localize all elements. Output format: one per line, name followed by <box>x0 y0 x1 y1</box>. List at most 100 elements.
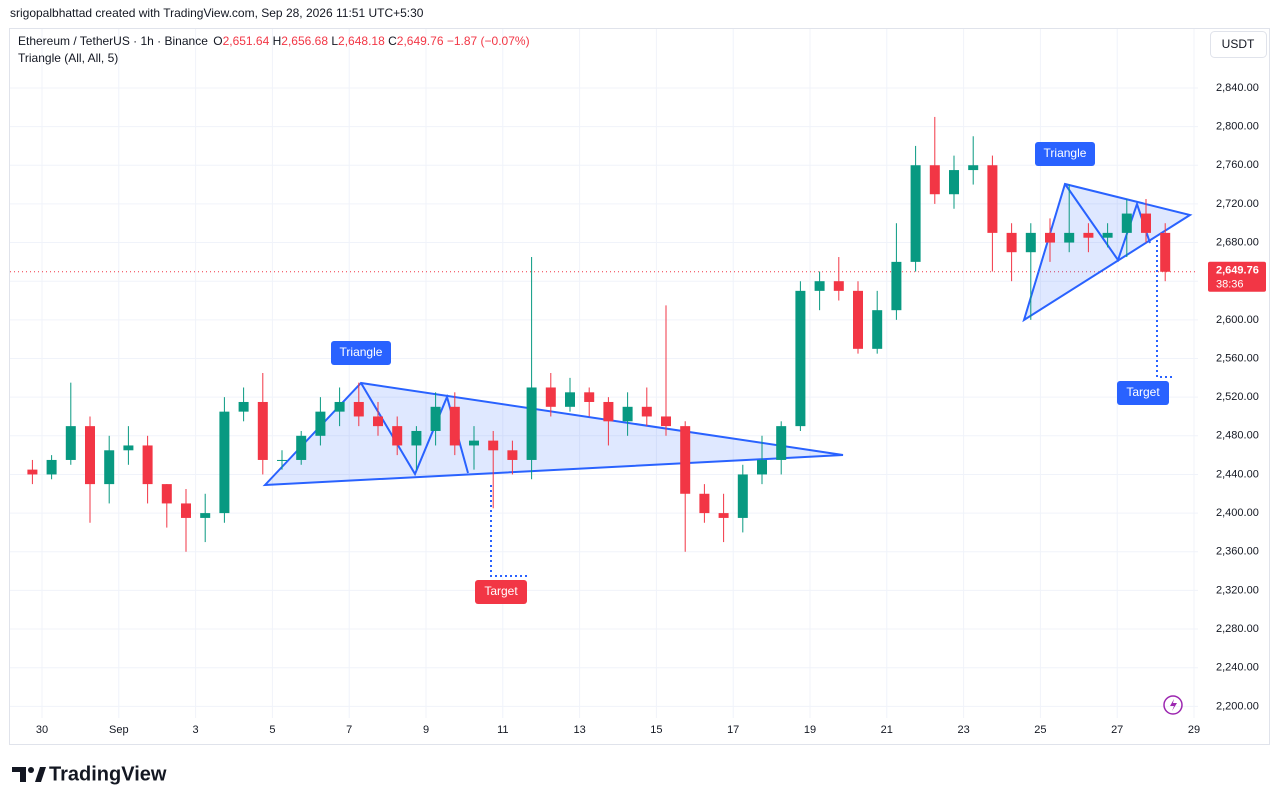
y-tick-label: 2,800.00 <box>1216 120 1259 132</box>
candle-body <box>718 513 729 518</box>
x-tick-label: 11 <box>497 724 508 736</box>
ohlc-value: 2,656.68 <box>281 34 328 48</box>
candle-body <box>353 401 364 417</box>
candle-body <box>392 426 403 446</box>
candle-body <box>603 401 614 422</box>
candle-body <box>296 435 307 460</box>
target-line <box>490 485 530 577</box>
candle-body <box>526 387 537 460</box>
x-tick-label: 25 <box>1034 724 1046 736</box>
candle-body <box>449 406 460 446</box>
ohlc-value: 2,649.76 <box>397 34 444 48</box>
watermark: srigopalbhattad created with TradingView… <box>10 6 424 20</box>
last-price-label: 2,649.76 <box>1216 265 1259 277</box>
candle-body <box>161 484 172 504</box>
indicator-name: Triangle (All, All, 5) <box>18 51 118 65</box>
candle-body <box>1006 232 1017 253</box>
candle-body <box>257 401 268 460</box>
annotation-label: Triangle <box>340 345 383 359</box>
time-axis: 30 Sep 3 5 7 9 11 13 15 17 19 21 23 25 27 29 <box>36 724 1200 736</box>
currency[interactable]: USDT <box>1222 37 1255 51</box>
y-tick-label: 2,520.00 <box>1216 391 1259 403</box>
candle-body <box>104 450 115 485</box>
target-line <box>1156 240 1173 378</box>
candle-body <box>373 416 383 427</box>
candle-body <box>853 290 863 349</box>
logo-mark <box>28 767 34 773</box>
candle-body <box>968 165 979 171</box>
triangle-pattern <box>262 381 844 487</box>
candle-body <box>123 445 134 451</box>
y-tick-label: 2,560.00 <box>1216 352 1259 364</box>
y-tick-label: 2,600.00 <box>1216 314 1259 326</box>
ohlc-key: O <box>213 34 222 48</box>
y-tick-label: 2,200.00 <box>1216 700 1259 712</box>
label-box <box>1035 142 1095 166</box>
alert-icon[interactable] <box>1163 695 1183 715</box>
candle-body <box>488 440 499 451</box>
candle-body <box>565 392 575 407</box>
candle-body <box>1102 232 1113 238</box>
candle-body <box>680 426 691 494</box>
candle-body <box>1141 213 1151 233</box>
annotation-label: Target <box>484 584 518 598</box>
candle-body <box>795 290 806 427</box>
candle-body <box>1160 232 1171 272</box>
candle-body <box>910 165 921 262</box>
candle-body <box>872 310 883 349</box>
x-tick-label: Sep <box>109 724 129 736</box>
ohlc-key: L <box>331 34 338 48</box>
candle-body <box>1064 232 1075 243</box>
candle-body <box>987 165 998 233</box>
x-tick-label: 19 <box>804 724 816 736</box>
candle-body <box>776 426 787 460</box>
label-box <box>475 580 527 604</box>
x-tick-label: 23 <box>957 724 969 736</box>
label-box <box>331 341 391 365</box>
x-tick-label: 9 <box>423 724 429 736</box>
y-tick-label: 2,240.00 <box>1216 662 1259 674</box>
candle-body <box>1045 232 1055 243</box>
annotation-label: Target <box>1126 385 1160 399</box>
annotation-label: Triangle <box>1044 146 1087 160</box>
x-tick-label: 15 <box>650 724 662 736</box>
candle-body <box>200 513 211 518</box>
alert-bolt <box>1170 699 1177 711</box>
y-tick-label: 2,680.00 <box>1216 236 1259 248</box>
candle-body <box>65 426 76 460</box>
candle-body <box>334 401 345 412</box>
currency-button[interactable] <box>1210 31 1267 58</box>
candle-body <box>814 281 825 291</box>
candle-body <box>181 503 191 518</box>
brand: TradingView <box>49 763 167 785</box>
candle-body <box>411 430 422 446</box>
x-tick-label: 7 <box>346 724 352 736</box>
candle-body <box>277 459 287 461</box>
candle-body <box>315 411 326 436</box>
y-tick-label: 2,760.00 <box>1216 159 1259 171</box>
y-tick-label: 2,440.00 <box>1216 468 1259 480</box>
candle-body <box>949 170 959 195</box>
candle-body <box>46 459 57 475</box>
y-tick-label: 2,720.00 <box>1216 198 1259 210</box>
x-tick-label: 30 <box>36 724 48 736</box>
candle-body <box>661 416 671 427</box>
candle-body <box>641 406 652 417</box>
candle-body <box>469 440 479 446</box>
price-axis: 2,200.00 2,240.00 2,280.00 2,320.00 2,360.00… <box>1208 82 1266 712</box>
x-tick-label: 3 <box>193 724 199 736</box>
label-box <box>1117 381 1169 405</box>
candle-body <box>238 401 249 412</box>
candle-body <box>929 165 940 195</box>
x-tick-label: 17 <box>727 724 739 736</box>
change: −1.87 (−0.07%) <box>447 34 530 48</box>
candle-body <box>545 387 556 407</box>
logo-mark <box>12 767 26 782</box>
ohlc-value: 2,651.64 <box>223 34 270 48</box>
logo-mark <box>35 767 46 782</box>
ohlc-key: H <box>273 34 282 48</box>
x-tick-label: 5 <box>269 724 275 736</box>
candle-body <box>891 261 902 311</box>
